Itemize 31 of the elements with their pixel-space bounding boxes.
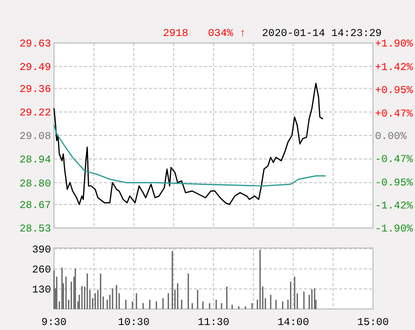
- line-series: [53, 124, 326, 187]
- y-tick-label: 29.49: [19, 62, 51, 74]
- y2-tick-label: -1.42%: [375, 200, 414, 212]
- y2-tick-label: +1.42%: [375, 62, 414, 74]
- line-series: [53, 82, 324, 206]
- y-tick-label: 28.94: [19, 154, 51, 167]
- y-tick-label: 29.22: [19, 108, 51, 120]
- x-tick-label: 11:30: [198, 317, 230, 329]
- text: 2020-01-14 14:23:29: [262, 28, 382, 40]
- x-tick-label: 15:00: [357, 317, 389, 329]
- y-tick-label: 29.36: [19, 84, 51, 96]
- text: 2918: [163, 28, 188, 40]
- y-tick-label: 260: [32, 264, 51, 277]
- y2-tick-label: +0.47%: [375, 108, 414, 120]
- y2-tick-label: -1.90%: [375, 224, 414, 236]
- y2-tick-label: +1.90%: [375, 38, 414, 51]
- y-tick-label: 29.63: [19, 38, 51, 51]
- y2-tick-label: -0.47%: [375, 154, 414, 166]
- x-tick-label: 14:00: [277, 317, 310, 329]
- y-tick-label: 28.80: [19, 178, 51, 190]
- y2-tick-label: -0.95%: [375, 177, 414, 190]
- y-tick-label: 29.08: [19, 131, 51, 144]
- y-tick-label: 28.67: [19, 200, 51, 212]
- y-tick-label: 28.53: [19, 224, 51, 236]
- y-tick-label: 130: [32, 284, 51, 297]
- y2-tick-label: +0.95%: [375, 84, 414, 97]
- x-tick-label: 9:30: [41, 317, 67, 329]
- x-tick-label: 10:30: [118, 317, 150, 329]
- y-tick-label: 390: [32, 244, 51, 256]
- text: 034% ↑: [208, 28, 246, 40]
- y2-tick-label: 0.00%: [375, 131, 408, 144]
